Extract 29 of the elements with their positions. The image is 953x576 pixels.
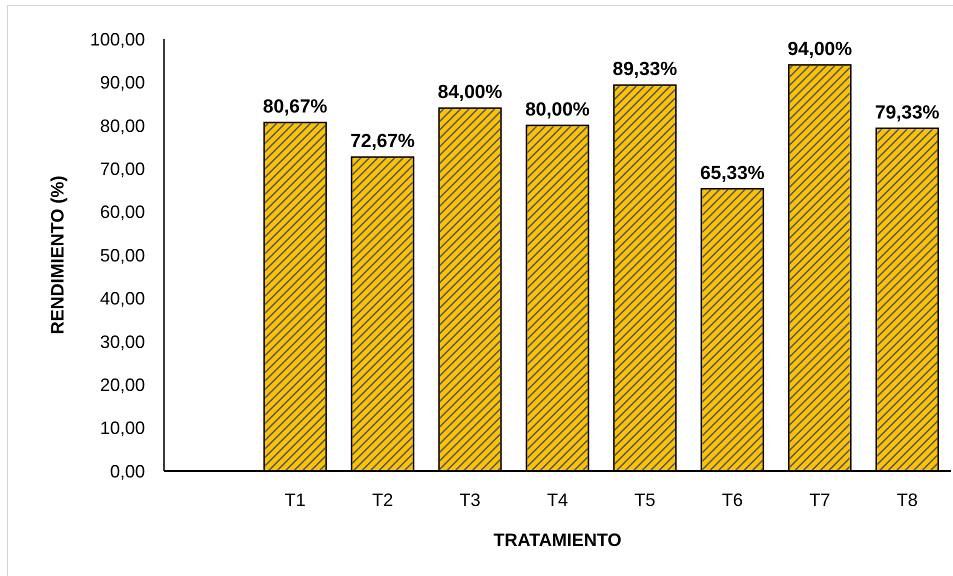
- y-tick-label: 90,00: [100, 72, 145, 93]
- y-axis-title: RENDIMIENTO (%): [47, 176, 68, 334]
- x-tick-label: T4: [546, 490, 568, 510]
- data-label: 80,00%: [525, 99, 590, 120]
- y-tick-label: 0,00: [110, 461, 145, 482]
- y-tick-label: 70,00: [100, 158, 145, 179]
- x-tick-label: T6: [722, 490, 743, 510]
- y-tick-label: 80,00: [100, 116, 145, 136]
- y-tick-label: 30,00: [100, 332, 145, 352]
- data-label: 79,33%: [875, 102, 940, 124]
- x-tick-label: T7: [809, 490, 830, 510]
- data-label: 94,00%: [788, 38, 852, 60]
- y-tick-label: 10,00: [100, 418, 145, 438]
- y-tick-label: 50,00: [100, 245, 145, 266]
- x-tick-label: T5: [634, 490, 656, 510]
- data-label: 65,33%: [700, 162, 765, 184]
- x-tick-label: T8: [896, 490, 918, 510]
- y-tick-label: 40,00: [100, 288, 145, 309]
- y-tick-label: 100,00: [90, 29, 145, 50]
- data-label: 72,67%: [350, 131, 415, 152]
- y-tick-label: 20,00: [100, 374, 145, 395]
- x-tick-label: T3: [460, 490, 481, 510]
- data-label: 84,00%: [438, 82, 502, 104]
- x-tick-label: T2: [372, 490, 394, 510]
- data-label: 89,33%: [612, 59, 678, 80]
- data-label: 80,67%: [262, 96, 328, 118]
- x-tick-label: T1: [284, 490, 306, 510]
- y-tick-label: 60,00: [100, 202, 145, 222]
- x-axis-title: TRATAMIENTO: [494, 530, 622, 550]
